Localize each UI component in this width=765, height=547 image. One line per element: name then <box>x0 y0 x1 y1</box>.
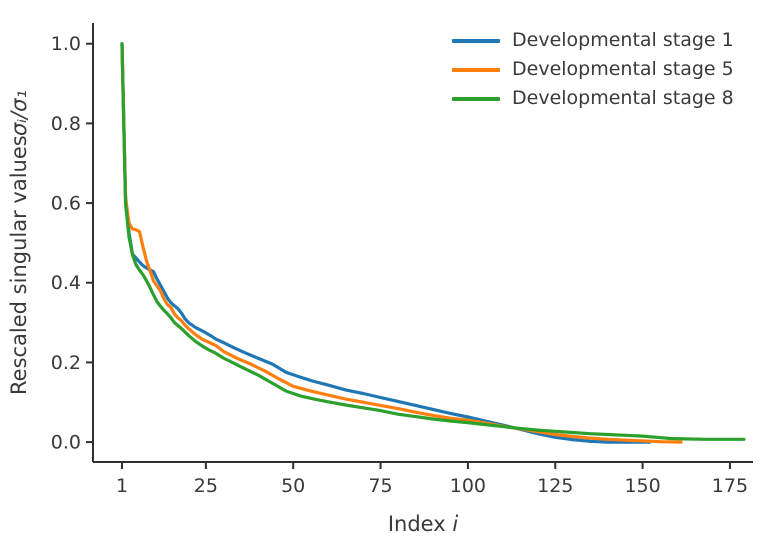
y-tick-label: 0.0 <box>51 432 81 454</box>
x-tick-label: 50 <box>281 475 305 497</box>
x-axis-label-text: Index <box>387 512 453 536</box>
legend: Developmental stage 1 Developmental stage… <box>452 30 734 109</box>
x-axis-label: Index i <box>93 512 753 536</box>
y-tick-label: 0.6 <box>51 193 81 215</box>
x-tick-label: 25 <box>194 475 218 497</box>
y-tick-label: 1.0 <box>51 33 81 55</box>
x-tick-label: 75 <box>368 475 392 497</box>
legend-entry: Developmental stage 1 <box>452 30 734 51</box>
legend-line-swatch <box>452 67 500 72</box>
x-axis-label-var: i <box>452 512 459 536</box>
legend-label: Developmental stage 1 <box>512 29 734 51</box>
legend-line-swatch <box>452 96 500 101</box>
legend-entry: Developmental stage 8 <box>452 88 734 109</box>
x-tick-label: 125 <box>537 475 573 497</box>
legend-entry: Developmental stage 5 <box>452 59 734 80</box>
y-axis-label-math: σᵢ/σ₁ <box>7 89 31 136</box>
series-line-developmental-stage-8 <box>120 42 746 441</box>
y-axis-label: Rescaled singular values σᵢ/σ₁ <box>4 23 34 462</box>
y-tick-label: 0.2 <box>51 352 81 374</box>
x-tick-label: 150 <box>624 475 660 497</box>
x-tick-label: 1 <box>116 475 128 497</box>
y-tick-label: 0.4 <box>51 272 81 294</box>
legend-line-swatch <box>452 38 500 43</box>
legend-label: Developmental stage 5 <box>512 58 734 80</box>
y-axis-label-text: Rescaled singular values <box>7 135 31 396</box>
y-tick-label: 0.8 <box>51 113 81 135</box>
x-tick-label: 100 <box>450 475 486 497</box>
x-tick-label: 175 <box>712 475 748 497</box>
legend-label: Developmental stage 8 <box>512 87 734 109</box>
